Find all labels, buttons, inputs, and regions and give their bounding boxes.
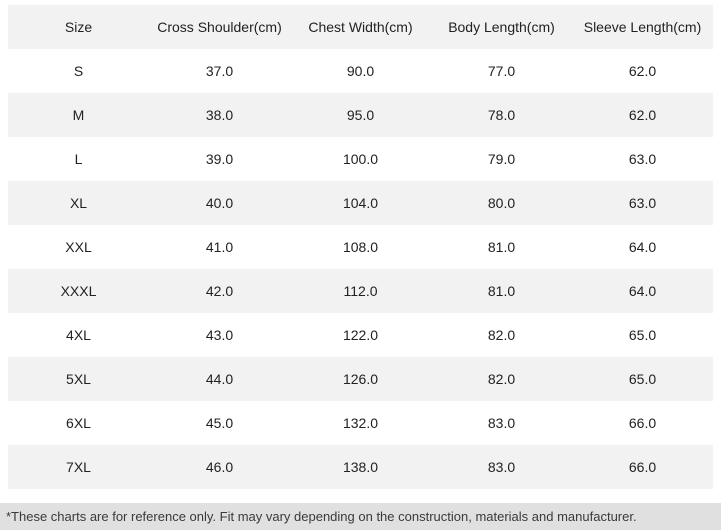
measurement-cell: 63.0: [628, 151, 657, 167]
measurement-cell: 80.0: [487, 195, 516, 211]
measurement-cell: 38.0: [205, 107, 234, 123]
measurement-cell: 62.0: [628, 63, 657, 79]
column-header: Chest Width(cm): [308, 19, 413, 35]
measurement-cell: 42.0: [205, 283, 234, 299]
measurement-cell: 40.0: [205, 195, 234, 211]
size-chart-table: Size Cross Shoulder(cm) Chest Width(cm) Bod…: [8, 5, 713, 489]
measurement-cell: 65.0: [628, 371, 657, 387]
measurement-cell: 132.0: [342, 415, 379, 431]
measurement-cell: 39.0: [205, 151, 234, 167]
measurement-cell: 63.0: [628, 195, 657, 211]
disclaimer-note: *These charts are for reference only. Fi…: [0, 503, 721, 530]
measurement-cell: 126.0: [342, 371, 379, 387]
measurement-cell: 100.0: [342, 151, 379, 167]
measurement-cell: 90.0: [346, 63, 375, 79]
column-header: Size: [64, 19, 93, 35]
size-label-cell: M: [72, 107, 85, 123]
measurement-cell: 46.0: [205, 459, 234, 475]
measurement-cell: 79.0: [487, 151, 516, 167]
size-label-cell: 4XL: [66, 327, 91, 343]
measurement-cell: 83.0: [487, 459, 516, 475]
table-row: M 38.0 95.0 78.0 62.0: [8, 93, 713, 137]
measurement-cell: 77.0: [487, 63, 516, 79]
size-label-cell: L: [74, 151, 83, 167]
size-label-cell: XXL: [65, 239, 92, 255]
measurement-cell: 112.0: [343, 283, 378, 299]
size-label-cell: XXXL: [60, 283, 97, 299]
measurement-cell: 81.0: [487, 283, 516, 299]
measurement-cell: 66.0: [628, 415, 657, 431]
measurement-cell: 83.0: [487, 415, 516, 431]
measurement-cell: 64.0: [628, 239, 657, 255]
measurement-cell: 78.0: [487, 107, 516, 123]
measurement-cell: 138.0: [342, 459, 379, 475]
size-label-cell: S: [73, 63, 84, 79]
measurement-cell: 95.0: [346, 107, 375, 123]
measurement-cell: 62.0: [628, 107, 657, 123]
size-label-cell: XL: [69, 195, 88, 211]
table-row: 6XL 45.0 132.0 83.0 66.0: [8, 401, 713, 445]
table-row: 7XL 46.0 138.0 83.0 66.0: [8, 445, 713, 489]
measurement-cell: 45.0: [205, 415, 234, 431]
measurement-cell: 66.0: [628, 459, 657, 475]
table-header-row: Size Cross Shoulder(cm) Chest Width(cm) Bod…: [8, 5, 713, 49]
size-label-cell: 6XL: [66, 415, 91, 431]
table-row: 5XL 44.0 126.0 82.0 65.0: [8, 357, 713, 401]
measurement-cell: 104.0: [342, 195, 379, 211]
measurement-cell: 108.0: [342, 239, 379, 255]
column-header: Cross Shoulder(cm): [157, 19, 282, 35]
size-label-cell: 7XL: [66, 459, 91, 475]
measurement-cell: 64.0: [628, 283, 657, 299]
measurement-cell: 81.0: [487, 239, 516, 255]
measurement-cell: 37.0: [205, 63, 234, 79]
column-header: Sleeve Length(cm): [583, 19, 702, 35]
measurement-cell: 82.0: [487, 327, 516, 343]
table-head: Size Cross Shoulder(cm) Chest Width(cm) Bod…: [8, 5, 713, 49]
table-row: XXXL 42.0 112.0 81.0 64.0: [8, 269, 713, 313]
table-row: XL 40.0 104.0 80.0 63.0: [8, 181, 713, 225]
measurement-cell: 65.0: [628, 327, 657, 343]
measurement-cell: 43.0: [205, 327, 234, 343]
table-row: 4XL 43.0 122.0 82.0 65.0: [8, 313, 713, 357]
table-body: S 37.0 90.0 77.0 62.0 M 38.0 95.0 78.0 62.0 L 39.0 1…: [8, 49, 713, 489]
table-row: S 37.0 90.0 77.0 62.0: [8, 49, 713, 93]
measurement-cell: 44.0: [205, 371, 234, 387]
measurement-cell: 122.0: [342, 327, 379, 343]
column-header: Body Length(cm): [448, 19, 555, 35]
measurement-cell: 41.0: [205, 239, 234, 255]
size-label-cell: 5XL: [66, 371, 91, 387]
table-row: XXL 41.0 108.0 81.0 64.0: [8, 225, 713, 269]
measurement-cell: 82.0: [487, 371, 516, 387]
table-row: L 39.0 100.0 79.0 63.0: [8, 137, 713, 181]
